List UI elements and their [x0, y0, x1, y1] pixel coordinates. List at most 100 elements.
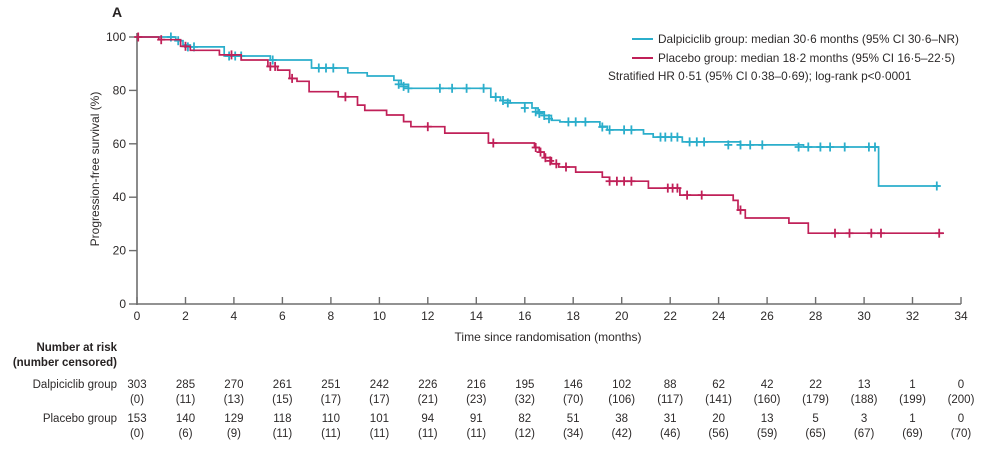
risk-censored: (117) [657, 394, 684, 406]
y-tick-label: 60 [113, 137, 127, 151]
x-tick-label: 2 [182, 309, 189, 323]
y-tick-label: 80 [113, 83, 127, 97]
legend-note-hr: Stratified HR 0·51 (95% CI 0·38–0·69); l… [608, 69, 911, 83]
risk-count: 118 [273, 413, 292, 425]
risk-row-label: Placebo group [42, 413, 117, 425]
risk-count: 82 [518, 413, 532, 425]
risk-count: 1 [909, 379, 916, 391]
risk-censored: (11) [369, 428, 390, 440]
risk-censored: (141) [705, 394, 733, 406]
x-tick-label: 34 [954, 309, 968, 323]
risk-censored: (70) [950, 428, 972, 440]
x-tick-label: 12 [421, 309, 435, 323]
risk-censored: (0) [129, 394, 145, 406]
risk-count: 303 [127, 379, 147, 391]
risk-censored: (11) [466, 428, 487, 440]
panel-label: A [112, 4, 123, 20]
risk-censored: (179) [802, 394, 830, 406]
y-tick-label: 40 [113, 190, 127, 204]
risk-count: 5 [812, 413, 819, 425]
risk-censored: (11) [175, 394, 196, 406]
x-tick-label: 4 [231, 309, 238, 323]
risk-count: 42 [760, 379, 774, 391]
legend-label-placebo: Placebo group: median 18·2 months (95% C… [658, 51, 956, 65]
risk-count: 0 [957, 379, 965, 391]
risk-count: 285 [175, 379, 196, 391]
x-tick-label: 8 [328, 309, 335, 323]
risk-count: 270 [224, 379, 244, 391]
x-tick-label: 28 [809, 309, 823, 323]
risk-count: 251 [321, 379, 341, 391]
x-tick-label: 22 [664, 309, 678, 323]
risk-censored: (17) [369, 394, 390, 406]
dalpiciclib-line-swatch [632, 38, 653, 41]
risk-count: 242 [369, 379, 389, 391]
risk-table-header-2: (number censored) [12, 357, 117, 369]
risk-count: 102 [612, 379, 632, 391]
risk-censored: (65) [805, 428, 826, 440]
risk-count: 62 [712, 379, 725, 391]
risk-censored: (160) [753, 394, 781, 406]
risk-censored: (12) [514, 428, 536, 440]
risk-censored: (17) [320, 394, 342, 406]
risk-censored: (106) [608, 394, 636, 406]
risk-censored: (42) [611, 428, 632, 440]
x-tick-label: 6 [279, 309, 286, 323]
risk-count: 94 [421, 413, 435, 425]
km-curve-dalpiciclib [137, 36, 940, 187]
hr-logrank-text: Stratified HR 0·51 (95% CI 0·38–0·69); l… [608, 69, 912, 83]
legend-row-dalpiciclib: Dalpiciclib group: median 30·6 months (9… [632, 32, 959, 46]
risk-censored: (56) [708, 428, 729, 440]
risk-count: 216 [466, 379, 486, 391]
risk-count: 146 [563, 379, 583, 391]
risk-count: 261 [272, 379, 292, 391]
risk-censored: (69) [902, 428, 923, 440]
risk-count: 129 [224, 413, 244, 425]
y-tick-label: 20 [113, 244, 127, 258]
risk-censored: (0) [129, 428, 145, 440]
y-tick-label: 100 [106, 30, 126, 44]
risk-count: 0 [957, 413, 965, 425]
risk-censored: (199) [899, 394, 926, 406]
x-tick-label: 16 [518, 309, 532, 323]
risk-count: 13 [857, 379, 871, 391]
risk-censored: (13) [223, 394, 245, 406]
risk-censored: (11) [272, 428, 293, 440]
risk-table-header-1: Number at risk [36, 342, 117, 354]
risk-censored: (34) [562, 428, 584, 440]
risk-censored: (59) [756, 428, 778, 440]
x-tick-label: 30 [857, 309, 871, 323]
risk-censored: (70) [562, 394, 584, 406]
y-tick-label: 0 [119, 297, 126, 311]
risk-count: 51 [566, 413, 580, 425]
risk-censored: (188) [850, 394, 878, 406]
x-tick-label: 10 [373, 309, 387, 323]
y-axis-label: Progression-free survival (%) [88, 91, 102, 247]
risk-count: 38 [615, 413, 629, 425]
risk-censored: (46) [659, 428, 681, 440]
risk-count: 140 [175, 413, 196, 425]
placebo-line-swatch [632, 57, 653, 60]
risk-count: 20 [712, 413, 725, 425]
x-tick-label: 18 [567, 309, 581, 323]
risk-count: 1 [909, 413, 916, 425]
risk-count: 88 [663, 379, 677, 391]
x-axis-label: Time since randomisation (months) [454, 330, 642, 344]
risk-count: 226 [418, 379, 438, 391]
risk-censored: (21) [417, 394, 439, 406]
legend-label-dalpiciclib: Dalpiciclib group: median 30·6 months (9… [658, 32, 959, 46]
risk-censored: (23) [466, 394, 487, 406]
km-curve-placebo [137, 36, 944, 235]
risk-censored: (9) [226, 428, 241, 440]
risk-count: 110 [321, 413, 341, 425]
risk-censored: (67) [853, 428, 875, 440]
risk-censored: (6) [178, 428, 193, 440]
x-tick-label: 24 [712, 309, 726, 323]
risk-count: 101 [369, 413, 389, 425]
risk-censored: (11) [321, 428, 341, 440]
risk-count: 22 [809, 379, 822, 391]
risk-censored: (200) [947, 394, 975, 406]
x-tick-label: 20 [615, 309, 629, 323]
